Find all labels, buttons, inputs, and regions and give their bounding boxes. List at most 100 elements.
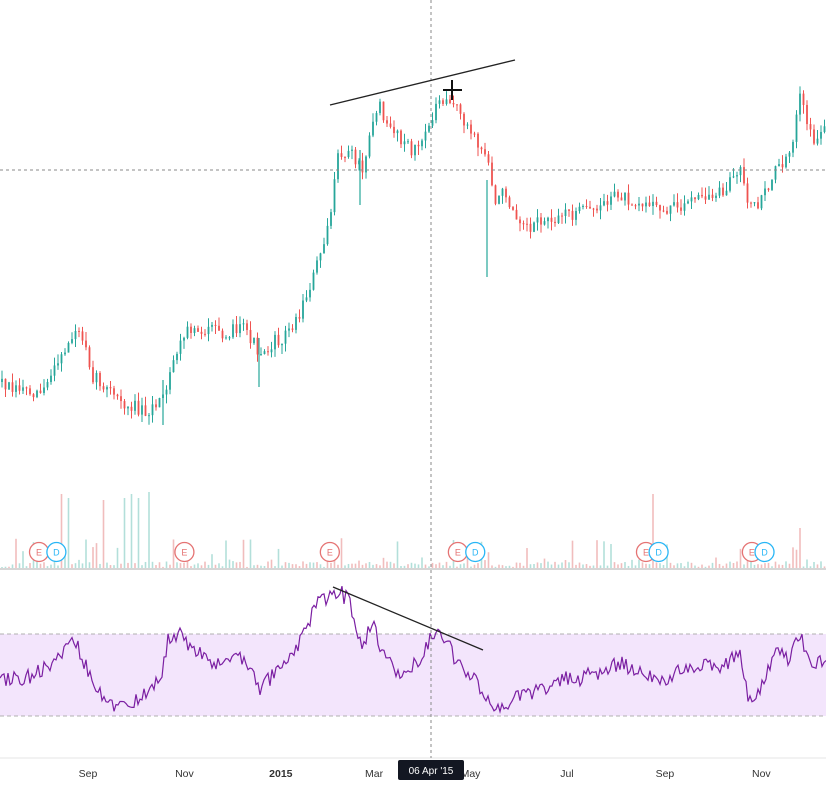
volume-bar: [473, 564, 476, 568]
volume-bar: [704, 566, 707, 568]
volume-bar: [617, 564, 619, 568]
volume-bar: [624, 562, 626, 568]
candle: [519, 216, 521, 232]
candle: [662, 205, 665, 213]
volume-bar: [445, 561, 448, 568]
event-marker-letter: E: [749, 548, 755, 558]
earnings-event-marker[interactable]: E: [174, 541, 195, 563]
price-trendline[interactable]: [329, 59, 516, 106]
candle: [725, 182, 728, 196]
candle: [11, 373, 14, 397]
candle: [617, 189, 619, 202]
candle: [596, 204, 598, 214]
volume-bar: [393, 563, 395, 568]
volume-bar: [571, 540, 574, 568]
candle: [15, 380, 17, 398]
earnings-event-marker[interactable]: E: [319, 541, 340, 563]
volume-bar: [585, 564, 588, 568]
volume-bar: [78, 559, 80, 568]
volume-bar: [256, 564, 259, 568]
volume-bar: [260, 565, 262, 568]
candle: [540, 213, 542, 233]
candle: [722, 183, 724, 197]
dividend-event-marker[interactable]: D: [465, 541, 486, 563]
volume-bar: [207, 564, 210, 568]
candle: [85, 331, 87, 351]
candle: [81, 326, 84, 345]
candle: [232, 319, 234, 339]
oscillator-trendline[interactable]: [332, 586, 484, 651]
candle: [102, 382, 105, 393]
volume-bar: [197, 563, 199, 568]
volume-bar: [158, 562, 161, 568]
volume-bar: [568, 562, 570, 568]
candle: [704, 187, 707, 204]
candle: [60, 352, 63, 372]
candle: [347, 145, 350, 159]
volume-bar: [494, 566, 497, 568]
candle: [760, 194, 763, 211]
volume-bar: [750, 562, 752, 568]
volume-bar: [358, 560, 360, 568]
volume-bar: [760, 564, 763, 568]
candle: [557, 208, 560, 224]
candle: [46, 378, 49, 391]
earnings-event-marker[interactable]: E: [447, 541, 469, 563]
candle: [123, 398, 126, 415]
volume-bar: [1, 566, 3, 568]
event-marker-letter: D: [472, 548, 479, 558]
candle: [526, 217, 528, 232]
volume-bar: [477, 563, 479, 568]
candle: [260, 347, 262, 356]
candle: [270, 341, 273, 358]
volume-bar: [417, 564, 420, 568]
volume-bar: [592, 565, 595, 568]
volume-bar: [641, 562, 644, 568]
candle: [778, 158, 780, 167]
candle: [169, 367, 171, 395]
candle: [613, 183, 616, 198]
dividend-event-marker[interactable]: D: [754, 541, 775, 563]
candle: [799, 86, 801, 122]
candle: [295, 313, 297, 334]
volume-bar: [547, 561, 549, 568]
candle: [641, 203, 644, 212]
volume-bar: [11, 564, 14, 568]
candle: [767, 187, 770, 192]
candle: [550, 209, 553, 231]
candle: [554, 217, 556, 227]
candle: [379, 98, 381, 116]
candle: [648, 195, 651, 207]
x-tick-label: Sep: [656, 768, 675, 780]
volume-bar: [263, 566, 266, 568]
volume-bar: [533, 564, 535, 568]
candle: [274, 331, 276, 357]
volume-bar: [673, 565, 675, 568]
candle: [137, 392, 140, 417]
candle: [634, 203, 637, 210]
volume-bar: [634, 565, 637, 568]
crosshair-date-label: 06 Apr '15: [398, 760, 464, 780]
candle: [239, 316, 241, 338]
dividend-event-marker[interactable]: D: [46, 541, 67, 563]
volume-bar: [638, 559, 640, 568]
candle: [130, 401, 133, 419]
volume-bar: [561, 562, 563, 568]
volume-bar: [407, 564, 409, 568]
candle: [305, 290, 308, 303]
candle: [8, 381, 10, 390]
candle: [575, 207, 577, 226]
volume-bar: [484, 560, 486, 568]
volume-bar: [512, 566, 514, 568]
volume-bar: [428, 566, 430, 568]
earnings-event-marker[interactable]: E: [28, 541, 50, 563]
dividend-event-marker[interactable]: D: [648, 541, 669, 563]
volume-bar: [151, 561, 154, 568]
volume-bar: [179, 563, 182, 568]
candle: [120, 389, 122, 409]
candle: [218, 317, 220, 331]
volume-bar: [526, 548, 528, 568]
candle: [508, 195, 511, 209]
